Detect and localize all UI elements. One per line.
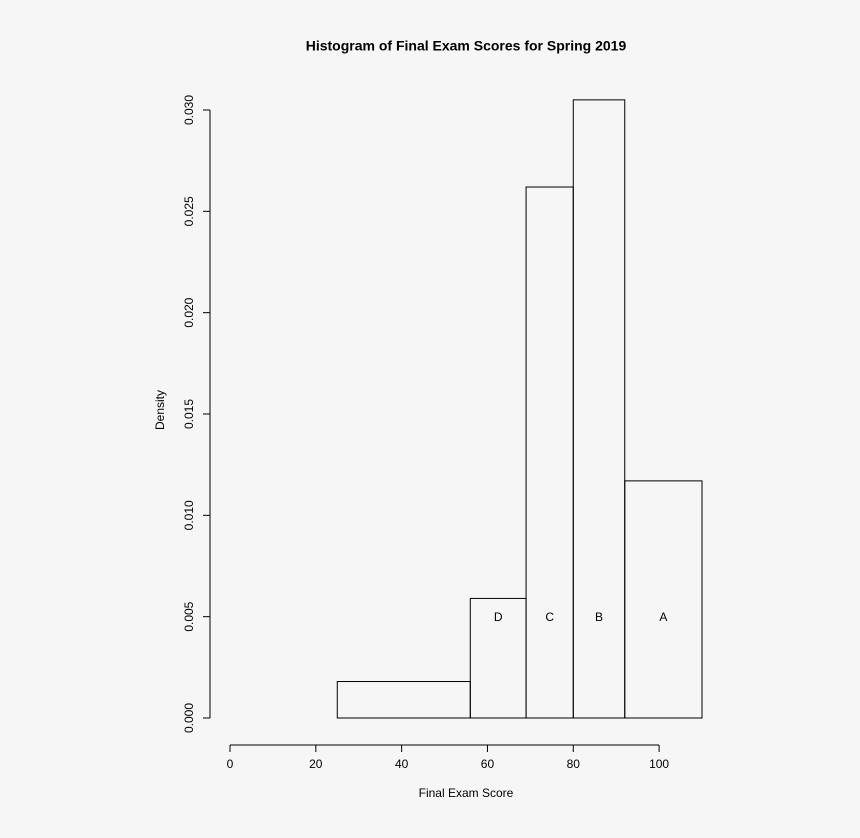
y-tick-label: 0.030 [182, 95, 196, 125]
y-tick-label: 0.000 [182, 703, 196, 733]
x-tick-label: 80 [567, 757, 581, 771]
x-axis-label: Final Exam Score [419, 786, 514, 800]
y-tick-label: 0.015 [182, 399, 196, 429]
y-tick-label: 0.010 [182, 500, 196, 530]
bar [624, 480, 703, 719]
y-axis-label: Density [153, 390, 167, 430]
bar [336, 681, 471, 719]
x-tick-label: 20 [309, 757, 323, 771]
bar [525, 186, 574, 719]
bin-label: D [494, 610, 503, 624]
chart-title: Histogram of Final Exam Scores for Sprin… [306, 38, 627, 54]
y-tick-label: 0.005 [182, 601, 196, 631]
y-tick-label: 0.025 [182, 196, 196, 226]
bin-label: C [545, 610, 554, 624]
bar [572, 99, 626, 719]
x-tick-label: 100 [649, 757, 669, 771]
x-tick-label: 40 [395, 757, 409, 771]
bin-label: A [659, 610, 667, 624]
x-tick-label: 0 [227, 757, 234, 771]
bin-label: B [595, 610, 603, 624]
x-tick-label: 60 [481, 757, 495, 771]
y-tick-label: 0.020 [182, 297, 196, 327]
